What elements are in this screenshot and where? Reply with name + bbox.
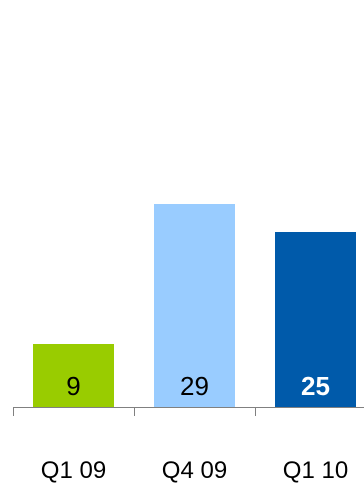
x-tick-label: Q4 09 <box>162 457 227 484</box>
x-tick-label: Q1 10 <box>283 457 348 484</box>
bar-value-label: 29 <box>180 371 209 401</box>
bar-q1-10 <box>275 232 356 407</box>
labels-layer: 9 Q1 09 29 Q4 09 25 Q1 10 <box>41 371 348 484</box>
x-axis <box>13 407 364 416</box>
bar-value-label: 9 <box>66 371 80 401</box>
bar-value-label: 25 <box>301 371 330 401</box>
bars-layer <box>33 204 356 407</box>
bar-q4-09 <box>154 204 235 407</box>
bar-q1-09 <box>33 344 114 407</box>
x-tick-label: Q1 09 <box>41 457 106 484</box>
